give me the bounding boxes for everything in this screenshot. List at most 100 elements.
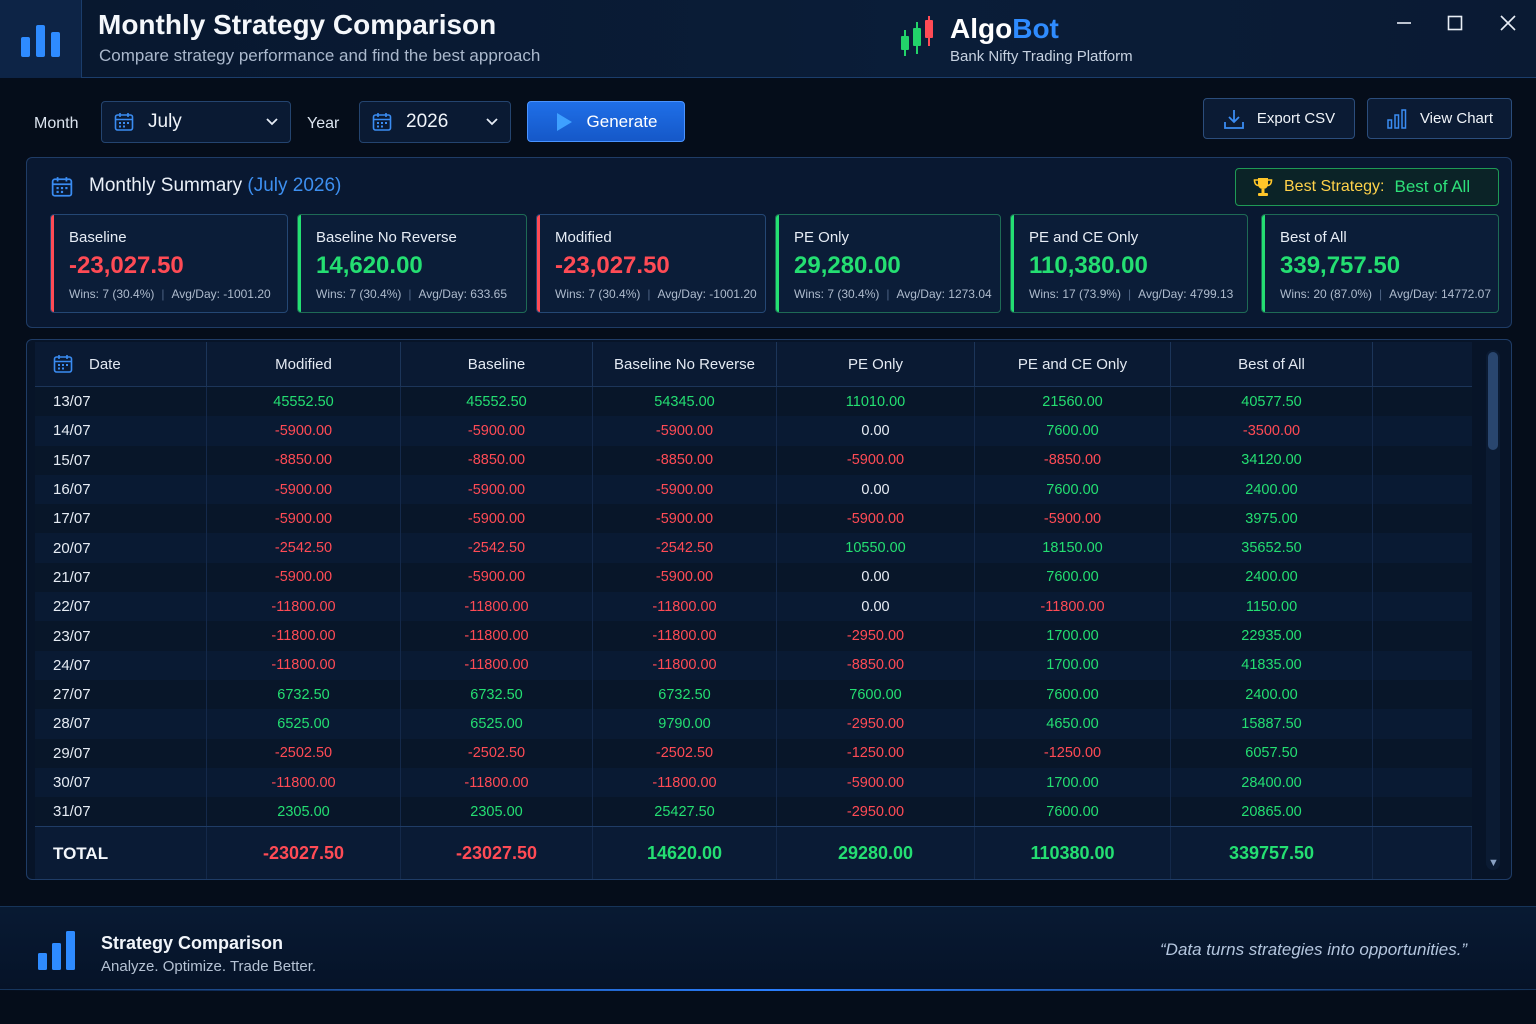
- value-cell: 0.00: [777, 474, 975, 505]
- card-value: 339,757.50: [1280, 252, 1401, 279]
- column-header-date[interactable]: Date: [35, 342, 207, 386]
- value-cell: 9790.00: [593, 709, 777, 739]
- card-value: -23,027.50: [69, 252, 184, 279]
- date-cell: 28/07: [35, 709, 207, 739]
- value-cell: -5900.00: [777, 504, 975, 534]
- spacer-cell: [1373, 651, 1472, 680]
- card-name: PE Only: [794, 229, 850, 246]
- month-select[interactable]: July: [101, 101, 291, 143]
- column-header-label: Date: [89, 355, 121, 373]
- value-cell: -5900.00: [975, 504, 1171, 534]
- table-row[interactable]: 20/07 -2542.50 -2542.50 -2542.50 10550.00 181…: [35, 533, 1472, 563]
- card-separator: |: [1128, 287, 1132, 301]
- year-label: Year: [307, 115, 340, 132]
- table-body: 13/07 45552.50 45552.50 54345.00 11010.00 215…: [35, 387, 1472, 827]
- card-wins: Wins: 17 (73.9%): [1029, 287, 1122, 301]
- value-cell: 15887.50: [1171, 709, 1373, 739]
- summary-card[interactable]: PE Only 29,280.00 Wins: 7 (30.4%) | Avg/Day:…: [775, 214, 1001, 313]
- bar-chart-icon: [1387, 108, 1407, 129]
- table-row[interactable]: 17/07 -5900.00 -5900.00 -5900.00 -5900.00 -59…: [35, 504, 1472, 534]
- summary-card[interactable]: Baseline No Reverse 14,620.00 Wins: 7 (30.…: [297, 214, 527, 313]
- table-row[interactable]: 27/07 6732.50 6732.50 6732.50 7600.00 7600.00…: [35, 679, 1472, 710]
- value-cell: 1700.00: [975, 650, 1171, 680]
- value-cell: -11800.00: [975, 592, 1171, 622]
- value-cell: 2305.00: [207, 797, 401, 827]
- close-button[interactable]: [1493, 10, 1523, 36]
- year-select[interactable]: 2026: [359, 101, 511, 143]
- value-cell: -11800.00: [207, 592, 401, 622]
- card-separator: |: [1379, 287, 1383, 301]
- table-row[interactable]: 21/07 -5900.00 -5900.00 -5900.00 0.00 7600.00…: [35, 562, 1472, 593]
- column-header-baseline[interactable]: Baseline: [401, 342, 593, 386]
- value-cell: -8850.00: [593, 445, 777, 475]
- calendar-icon: [51, 177, 73, 197]
- export-csv-button[interactable]: Export CSV: [1203, 98, 1355, 139]
- value-cell: -2950.00: [777, 709, 975, 739]
- spacer-cell: [1373, 680, 1472, 709]
- value-cell: 22935.00: [1171, 621, 1373, 651]
- spacer-cell: [1373, 621, 1472, 650]
- maximize-button[interactable]: [1440, 10, 1470, 36]
- card-separator: |: [161, 287, 165, 301]
- value-cell: 11010.00: [777, 387, 975, 417]
- value-cell: 28400.00: [1171, 767, 1373, 798]
- card-value: 110,380.00: [1029, 252, 1148, 279]
- card-meta: Wins: 7 (30.4%) | Avg/Day: -1001.20: [555, 287, 757, 301]
- date-cell: 24/07: [35, 650, 207, 680]
- export-label: Export CSV: [1256, 110, 1336, 127]
- calendar-icon: [372, 113, 392, 131]
- chevron-down-icon: [266, 118, 278, 126]
- vertical-scrollbar[interactable]: [1486, 350, 1500, 870]
- column-header-baseline-no-reverse[interactable]: Baseline No Reverse: [593, 342, 777, 386]
- table-row[interactable]: 16/07 -5900.00 -5900.00 -5900.00 0.00 7600.00…: [35, 474, 1472, 505]
- card-separator: |: [886, 287, 890, 301]
- column-header-best-of-all[interactable]: Best of All: [1171, 342, 1373, 386]
- summary-card[interactable]: Baseline -23,027.50 Wins: 7 (30.4%) | Avg/Da…: [50, 214, 288, 313]
- table-total-row: TOTAL -23027.50 -23027.50 14620.00 29280.00 1…: [35, 826, 1472, 879]
- spacer-cell: [1373, 533, 1472, 562]
- trophy-icon: [1253, 178, 1273, 196]
- value-cell: 25427.50: [593, 797, 777, 827]
- summary-card[interactable]: PE and CE Only 110,380.00 Wins: 17 (73.9%)…: [1010, 214, 1248, 313]
- scrollbar-thumb[interactable]: [1488, 352, 1498, 450]
- table-row[interactable]: 29/07 -2502.50 -2502.50 -2502.50 -1250.00 -12…: [35, 738, 1472, 768]
- value-cell: -5900.00: [593, 416, 777, 446]
- column-header-modified[interactable]: Modified: [207, 342, 401, 386]
- value-cell: 7600.00: [777, 679, 975, 710]
- date-cell: 16/07: [35, 474, 207, 505]
- table-row[interactable]: 30/07 -11800.00 -11800.00 -11800.00 -5900.00…: [35, 767, 1472, 798]
- scroll-down-arrow-icon[interactable]: ▼: [1488, 857, 1499, 869]
- value-cell: 6525.00: [207, 709, 401, 739]
- table-row[interactable]: 31/07 2305.00 2305.00 25427.50 -2950.00 7600.…: [35, 797, 1472, 827]
- table-row[interactable]: 22/07 -11800.00 -11800.00 -11800.00 0.00 -118…: [35, 592, 1472, 622]
- summary-card[interactable]: Modified -23,027.50 Wins: 7 (30.4%) | Avg/Da…: [536, 214, 766, 313]
- card-avg: Avg/Day: 1273.04: [896, 287, 992, 301]
- table-row[interactable]: 15/07 -8850.00 -8850.00 -8850.00 -5900.00 -88…: [35, 445, 1472, 475]
- value-cell: -11800.00: [593, 592, 777, 622]
- value-cell: 1700.00: [975, 767, 1171, 798]
- table-row[interactable]: 14/07 -5900.00 -5900.00 -5900.00 0.00 7600.00…: [35, 416, 1472, 446]
- value-cell: -11800.00: [593, 767, 777, 798]
- value-cell: 0.00: [777, 592, 975, 622]
- value-cell: 1700.00: [975, 621, 1171, 651]
- table-row[interactable]: 28/07 6525.00 6525.00 9790.00 -2950.00 4650.0…: [35, 709, 1472, 739]
- minimize-button[interactable]: [1389, 10, 1419, 36]
- generate-button[interactable]: Generate: [527, 101, 685, 142]
- column-header-pe-only[interactable]: PE Only: [777, 342, 975, 386]
- value-cell: -11800.00: [593, 621, 777, 651]
- summary-card[interactable]: Best of All 339,757.50 Wins: 20 (87.0%) | Av…: [1261, 214, 1499, 313]
- table-row[interactable]: 23/07 -11800.00 -11800.00 -11800.00 -2950.00…: [35, 621, 1472, 651]
- brand-name-part1: Algo: [950, 13, 1013, 44]
- view-chart-button[interactable]: View Chart: [1367, 98, 1512, 139]
- value-cell: -5900.00: [593, 504, 777, 534]
- bar-chart-icon: [38, 931, 75, 970]
- table-row[interactable]: 13/07 45552.50 45552.50 54345.00 11010.00 215…: [35, 387, 1472, 417]
- column-header-pe-and-ce-only[interactable]: PE and CE Only: [975, 342, 1171, 386]
- value-cell: -11800.00: [401, 592, 593, 622]
- value-cell: 3975.00: [1171, 504, 1373, 534]
- close-icon: [1500, 15, 1516, 31]
- bar-chart-icon: [20, 25, 60, 57]
- table-row[interactable]: 24/07 -11800.00 -11800.00 -11800.00 -8850.00…: [35, 650, 1472, 680]
- value-cell: -8850.00: [975, 445, 1171, 475]
- value-cell: -2502.50: [207, 738, 401, 768]
